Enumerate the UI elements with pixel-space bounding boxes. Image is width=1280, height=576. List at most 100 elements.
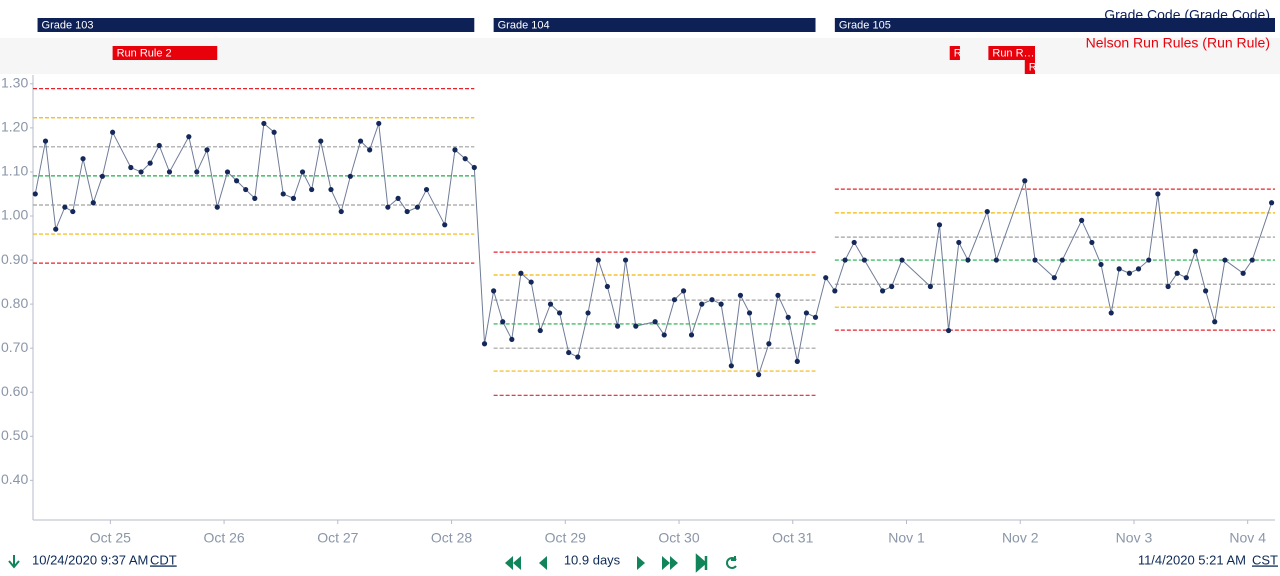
data-point [414, 204, 421, 210]
data-point [1108, 310, 1114, 316]
data-point [233, 178, 240, 184]
data-point [509, 336, 515, 342]
data-point [842, 257, 848, 263]
track-label: Grade 104 [498, 19, 550, 31]
fast-forward-button[interactable] [662, 556, 678, 570]
data-point [965, 257, 971, 263]
data-point [252, 195, 258, 201]
start-timezone[interactable]: CDT [150, 552, 177, 567]
rewind-button[interactable] [505, 556, 521, 570]
data-point [718, 301, 724, 307]
y-tick-label: 0.60 [1, 383, 28, 399]
data-point [1203, 288, 1209, 294]
download-icon[interactable] [8, 555, 20, 569]
footer: 10/24/2020 9:37 AM CDT 10.9 days 11/4/20… [8, 552, 1278, 573]
data-point [785, 314, 791, 320]
data-point [1051, 275, 1057, 281]
data-point [423, 186, 430, 193]
data-point [186, 134, 192, 140]
end-timezone[interactable]: CST [1252, 552, 1278, 567]
data-line [34, 122, 1273, 375]
data-point [615, 323, 621, 329]
data-point [984, 208, 990, 215]
x-tick-label: Oct 31 [772, 530, 813, 546]
track-bar [1024, 60, 1036, 74]
back-button[interactable] [539, 556, 547, 570]
data-point [99, 173, 105, 179]
track-label: Grade 105 [839, 19, 891, 31]
track-bar [112, 46, 218, 60]
data-point [566, 349, 572, 356]
track-bar [493, 18, 816, 32]
data-point [746, 310, 753, 316]
x-tick-label: Oct 25 [90, 530, 131, 546]
track-label: Run Rule 2 [117, 47, 172, 59]
y-tick-label: 0.40 [1, 471, 28, 487]
data-point [861, 257, 868, 263]
data-point [32, 191, 38, 197]
x-tick-label: Oct 30 [658, 530, 699, 546]
data-point [1212, 319, 1218, 325]
data-point [680, 288, 687, 294]
data-point [812, 314, 819, 320]
data-point [1146, 257, 1152, 263]
data-point [1240, 270, 1246, 276]
data-point [53, 226, 59, 232]
data-point [271, 129, 277, 135]
data-point [80, 156, 86, 162]
track-bar [37, 18, 475, 32]
end-button[interactable] [695, 553, 708, 573]
data-point [1089, 239, 1095, 246]
data-point [1165, 283, 1171, 290]
data-point [993, 257, 999, 263]
data-point [528, 279, 534, 285]
data-point [194, 169, 200, 175]
data-point [1022, 178, 1028, 184]
data-point [899, 257, 905, 263]
data-point [823, 275, 829, 281]
data-point [927, 283, 933, 290]
data-point [62, 204, 68, 210]
x-tick-label: Nov 4 [1229, 530, 1266, 546]
refresh-button[interactable] [726, 556, 737, 569]
data-point [688, 332, 695, 338]
x-tick-label: Oct 29 [545, 530, 586, 546]
data-point [357, 138, 364, 144]
data-point [633, 323, 639, 329]
data-point [500, 319, 506, 325]
y-tick-label: 1.20 [1, 119, 28, 135]
data-point [367, 147, 373, 153]
track-bar [834, 18, 1275, 32]
data-point [280, 191, 286, 197]
data-point [595, 257, 601, 263]
track-legend: Nelson Run Rules (Run Rule) [1086, 35, 1270, 51]
x-tick-label: Nov 1 [888, 530, 925, 546]
data-point [1079, 217, 1085, 223]
data-point [491, 288, 497, 294]
data-point [661, 332, 667, 338]
data-point [766, 341, 772, 347]
data-point [347, 173, 353, 179]
data-point [728, 363, 734, 369]
data-point [1032, 257, 1038, 263]
data-point [889, 283, 895, 290]
track-bar [988, 46, 1036, 60]
data-point [395, 195, 401, 201]
forward-button[interactable] [637, 556, 645, 570]
data-point [709, 297, 715, 303]
data-point [90, 200, 96, 206]
data-point [622, 257, 629, 263]
data-point [880, 288, 886, 294]
data-point [794, 358, 800, 364]
data-point [166, 169, 173, 175]
y-tick-label: 0.80 [1, 295, 28, 311]
data-point [1222, 257, 1228, 263]
x-tick-label: Oct 27 [317, 530, 358, 546]
data-point [471, 164, 477, 171]
track-label: Run R… [992, 47, 1034, 59]
time-span: 10.9 days [564, 552, 621, 567]
data-point [556, 310, 563, 316]
data-point [699, 301, 705, 307]
data-point [1116, 266, 1122, 272]
y-tick-label: 1.10 [1, 163, 28, 179]
